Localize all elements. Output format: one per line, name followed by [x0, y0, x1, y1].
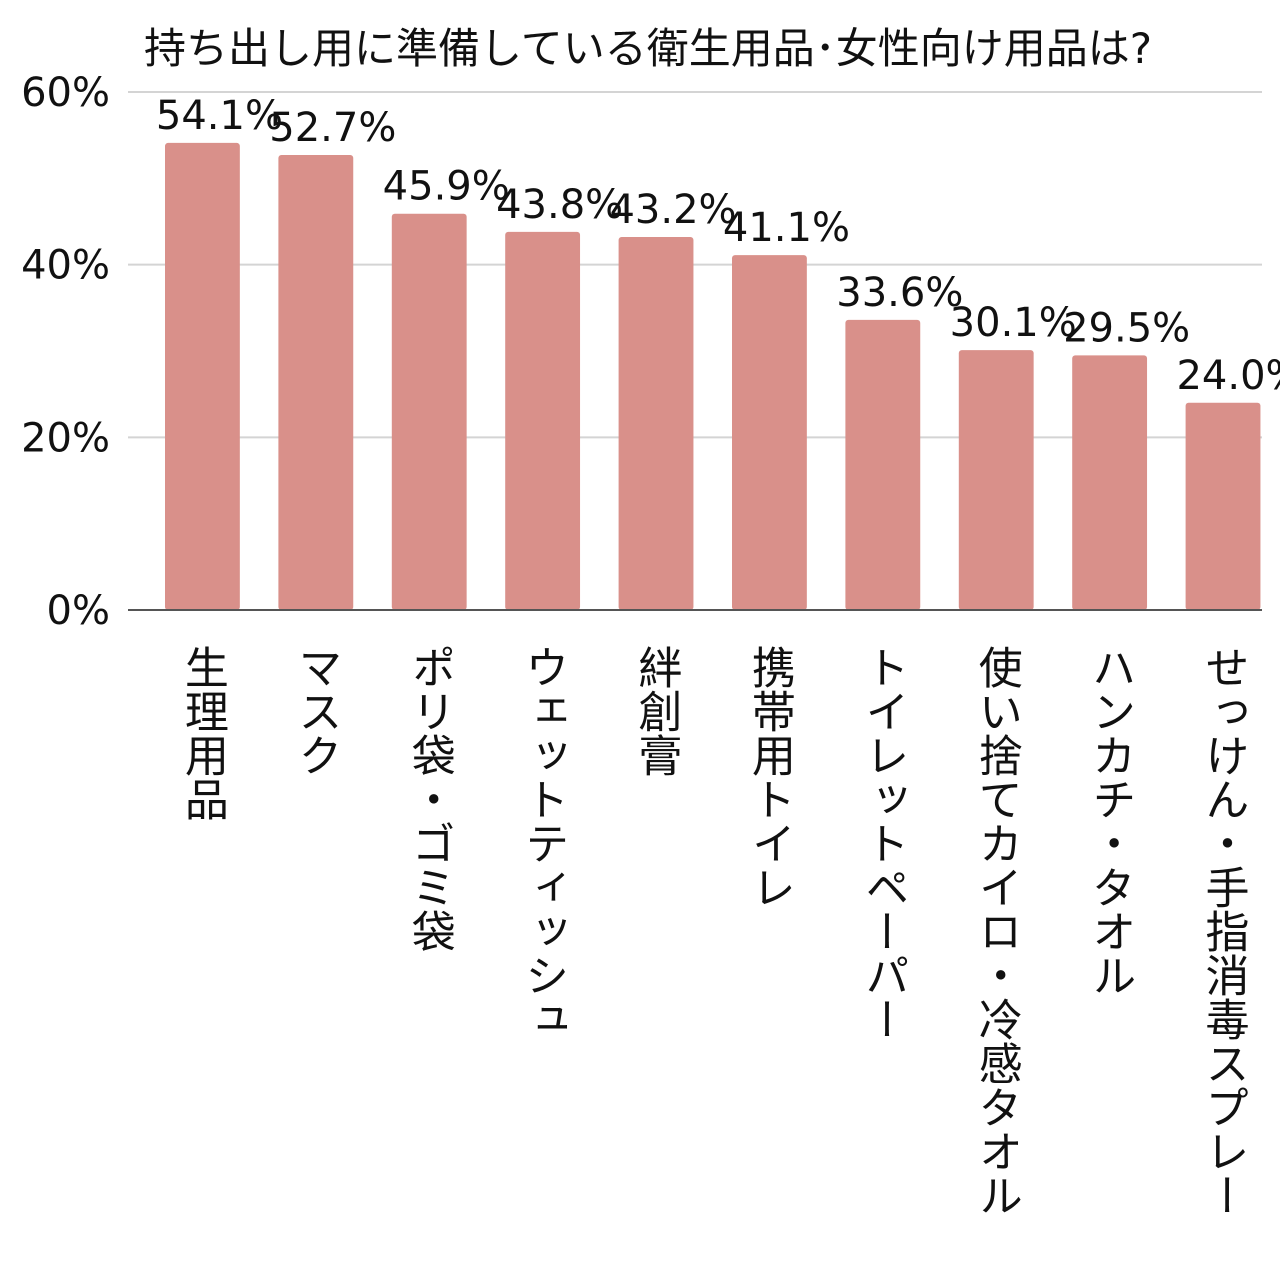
bar [1185, 402, 1261, 610]
y-tick-label: 60% [21, 70, 110, 116]
value-label: 45.9% [383, 164, 510, 210]
y-tick-label: 40% [21, 243, 110, 289]
bar [732, 255, 807, 611]
value-label: 33.6% [836, 270, 963, 316]
value-label: 52.7% [269, 105, 396, 151]
category-label: 携帯用トイレ [744, 645, 795, 909]
y-tick-label: 20% [21, 415, 110, 461]
y-axis: 0% 20% 40% 60% [21, 70, 110, 634]
bar [618, 237, 694, 611]
category-label: 絆創膏 [631, 645, 682, 777]
category-label: ポリ袋・ゴミ袋 [404, 645, 455, 953]
bar [165, 142, 240, 611]
bar [278, 155, 354, 611]
category-label: ハンカチ・タオル [1084, 645, 1135, 997]
value-label: 30.1% [950, 300, 1077, 346]
value-label: 54.1% [156, 93, 283, 139]
bar [391, 213, 467, 611]
value-label: 41.1% [723, 205, 850, 251]
value-label: 24.0% [1176, 353, 1280, 399]
category-label: せっけん・手指消毒スプレー [1198, 645, 1249, 1217]
bar [1072, 355, 1148, 610]
category-label: マスク [290, 645, 341, 777]
value-label: 43.8% [496, 182, 623, 228]
category-labels: 生理用品 マスク ポリ袋・ゴミ袋 ウェットティッシュ 絆創膏 携帯用トイレ トイレットペーパ… [177, 645, 1249, 1217]
category-label: トイレットペーパー [857, 645, 908, 1041]
category-label: 使い捨てカイロ・冷感タオル [971, 645, 1023, 1217]
y-tick-label: 0% [47, 588, 110, 634]
bar [505, 231, 581, 611]
category-label: ウェットティッシュ [517, 645, 568, 1041]
bars [165, 142, 1261, 611]
chart-title: 持ち出し用に準備している衛生用品･女性向け用品は? [144, 24, 1152, 73]
bar [845, 319, 921, 610]
category-label: 生理用品 [177, 645, 228, 821]
value-labels: 54.1%52.7% 45.9%43.8%43.2%41.1% 33.6%30.1%… [156, 93, 1280, 399]
value-label: 29.5% [1063, 305, 1190, 351]
value-label: 43.2% [609, 187, 736, 233]
bar [958, 350, 1034, 610]
